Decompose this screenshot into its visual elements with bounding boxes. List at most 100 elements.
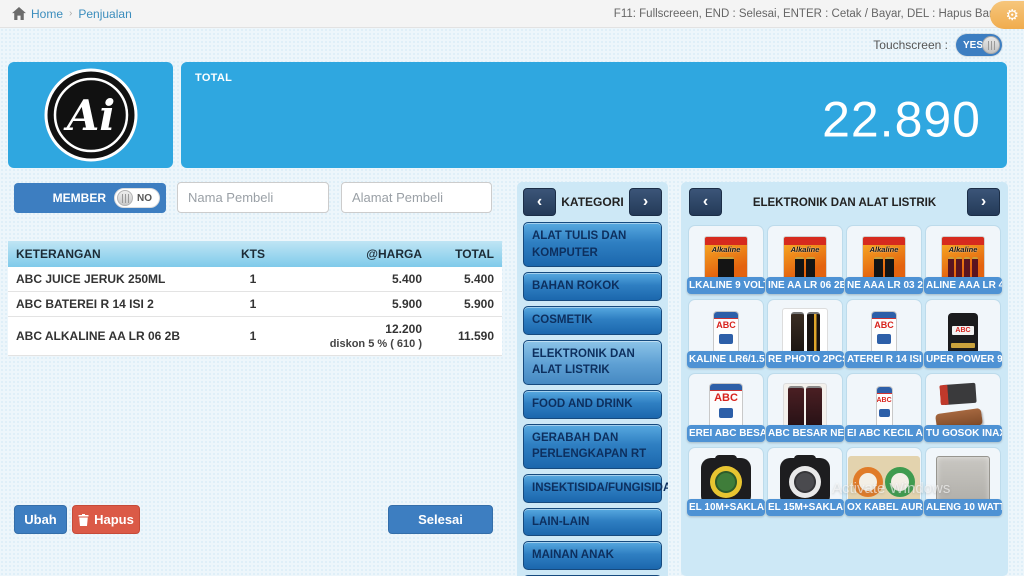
kategori-title: KATEGORI [561,195,624,209]
item-price: 5.900 [278,292,430,316]
product-card[interactable]: OX KABEL AURA [845,448,923,516]
product-card[interactable]: ALENG 10 WATT [924,448,1002,516]
total-label: TOTAL [195,72,233,84]
category-button[interactable]: ALAT TULIS DAN KOMPUTER [523,222,662,268]
category-button[interactable]: FOOD AND DRINK [523,390,662,419]
product-card[interactable]: EL 10M+SAKLAR [687,448,765,516]
product-card[interactable]: EL 15M+SAKLAR [766,448,844,516]
breadcrumb-current: Penjualan [78,6,132,21]
product-image [768,448,842,514]
settings-tab[interactable]: ⚙ [990,1,1024,29]
product-label: INE AA LR 06 2B [766,277,844,294]
item-total: 11.590 [457,329,494,343]
product-card[interactable]: ABC KALINE LR6/1.5V [687,300,765,368]
category-button[interactable]: BAHAN ROKOK [523,272,662,302]
item-total: 5.400 [463,272,494,286]
table-row[interactable]: ABC ALKALINE AA LR 06 2B 1 12.200 diskon 5 … [8,317,502,356]
table-row[interactable]: ABC BATEREI R 14 ISI 2 1 5.900 5.900 [8,292,502,317]
price-value: 12.200 [385,322,422,336]
breadcrumb-home-label: Home [31,6,64,21]
product-label: TU GOSOK INAX [924,425,1002,442]
trash-icon [78,513,89,526]
category-button[interactable]: GERABAH DAN PERLENGKAPAN RT [523,423,662,470]
product-label: ALENG 10 WATT [924,499,1002,516]
svg-text:Ai: Ai [62,91,115,140]
product-card[interactable]: Alkaline NE AAA LR 03 2B [845,226,923,294]
product-card[interactable]: ABC BESAR NEW [766,374,844,442]
toggle-handle-icon [982,36,1000,54]
product-image [768,374,842,440]
breadcrumb-separator: › [69,8,73,19]
product-card[interactable]: Alkaline INE AA LR 06 2B [766,226,844,294]
product-label: LKALINE 9 VOLT [687,277,765,294]
buyer-name-input[interactable] [177,182,329,213]
category-button[interactable]: ELEKTRONIK DAN ALAT LISTRIK [523,339,662,386]
item-qty: 1 [249,297,257,311]
store-logo-panel: Ai [8,62,173,168]
selesai-button[interactable]: Selesai [388,505,493,534]
hapus-label: Hapus [94,512,134,527]
product-card[interactable]: ABC UPER POWER 9V [924,300,1002,368]
item-name: ABC BATEREI R 14 ISI 2 [16,297,154,311]
product-label: RE PHOTO 2PCS [766,351,844,368]
product-image: ABC [689,374,763,440]
keyboard-shortcuts-hint: F11: Fullscreeen, END : Selesai, ENTER :… [613,7,1012,20]
touchscreen-toggle[interactable]: YES [956,34,1002,56]
discount-note: diskon 5 % ( 610 ) [329,338,422,350]
product-label: KALINE LR6/1.5V [687,351,765,368]
product-label: EL 10M+SAKLAR [687,499,765,516]
sales-table: KETERANGAN KTS @HARGA TOTAL ABC JUICE JE… [8,241,502,356]
category-button[interactable]: LAIN-LAIN [523,507,662,537]
category-list: ALAT TULIS DAN KOMPUTER BAHAN ROKOK COSMET… [523,222,668,576]
total-value: 22.890 [822,91,981,148]
item-name: ABC ALKALINE AA LR 06 2B [16,329,181,343]
product-label: ATEREI R 14 ISI 2 [845,351,923,368]
price-value: 5.400 [391,272,422,286]
category-button[interactable]: MAINAN ANAK [523,541,662,571]
ubah-label: Ubah [24,512,57,527]
product-card[interactable]: ABC EI ABC KECIL A2 [845,374,923,442]
products-next-button[interactable]: › [967,188,1000,216]
store-logo: Ai [44,68,138,162]
table-row[interactable]: ABC JUICE JERUK 250ML 1 5.400 5.400 [8,267,502,292]
chevron-right-icon: › [980,193,987,210]
product-image: ABC [847,300,921,366]
products-prev-button[interactable]: ‹ [689,188,722,216]
product-card[interactable]: TU GOSOK INAX [924,374,1002,442]
category-button[interactable]: INSEKTISIDA/FUNGISIDA [523,474,668,503]
chevron-right-icon: › [642,193,649,210]
item-total: 5.900 [463,297,494,311]
product-image: ABC [926,300,1000,366]
ubah-button[interactable]: Ubah [14,505,67,534]
gear-icon: ⚙ [1005,6,1019,24]
product-card[interactable]: ABC ATEREI R 14 ISI 2 [845,300,923,368]
touchscreen-label: Touchscreen : [873,38,948,52]
item-qty: 1 [249,329,257,343]
item-qty: 1 [249,272,257,286]
breadcrumb-home-link[interactable]: Home [12,7,63,21]
products-panel: ‹ ELEKTRONIK DAN ALAT LISTRIK › Alkaline… [681,182,1008,576]
hapus-button[interactable]: Hapus [72,505,140,534]
category-button[interactable]: COSMETIK [523,306,662,335]
product-card[interactable]: RE PHOTO 2PCS [766,300,844,368]
product-card[interactable]: Alkaline LKALINE 9 VOLT [687,226,765,294]
member-toggle-value: NO [137,192,152,204]
member-toggle[interactable]: NO [114,188,160,208]
product-label: EI ABC KECIL A2 [845,425,923,442]
product-label: ABC BESAR NEW [766,425,844,442]
buyer-address-input[interactable] [341,182,492,213]
total-panel: TOTAL 22.890 [181,62,1007,168]
kategori-next-button[interactable]: › [628,188,662,216]
product-image: ABC [689,300,763,366]
chevron-left-icon: ‹ [702,193,709,210]
sales-table-body: ABC JUICE JERUK 250ML 1 5.400 5.400 ABC BATE… [8,267,502,356]
member-toggle-button[interactable]: MEMBER NO [14,183,166,213]
kategori-prev-button[interactable]: ‹ [523,188,556,216]
selesai-label: Selesai [418,512,463,527]
sales-table-header: KETERANGAN KTS @HARGA TOTAL [8,241,502,267]
breadcrumb: Home › Penjualan [12,7,132,21]
product-label: OX KABEL AURA [845,499,923,516]
product-label: ALINE AAA LR 4B [924,277,1002,294]
